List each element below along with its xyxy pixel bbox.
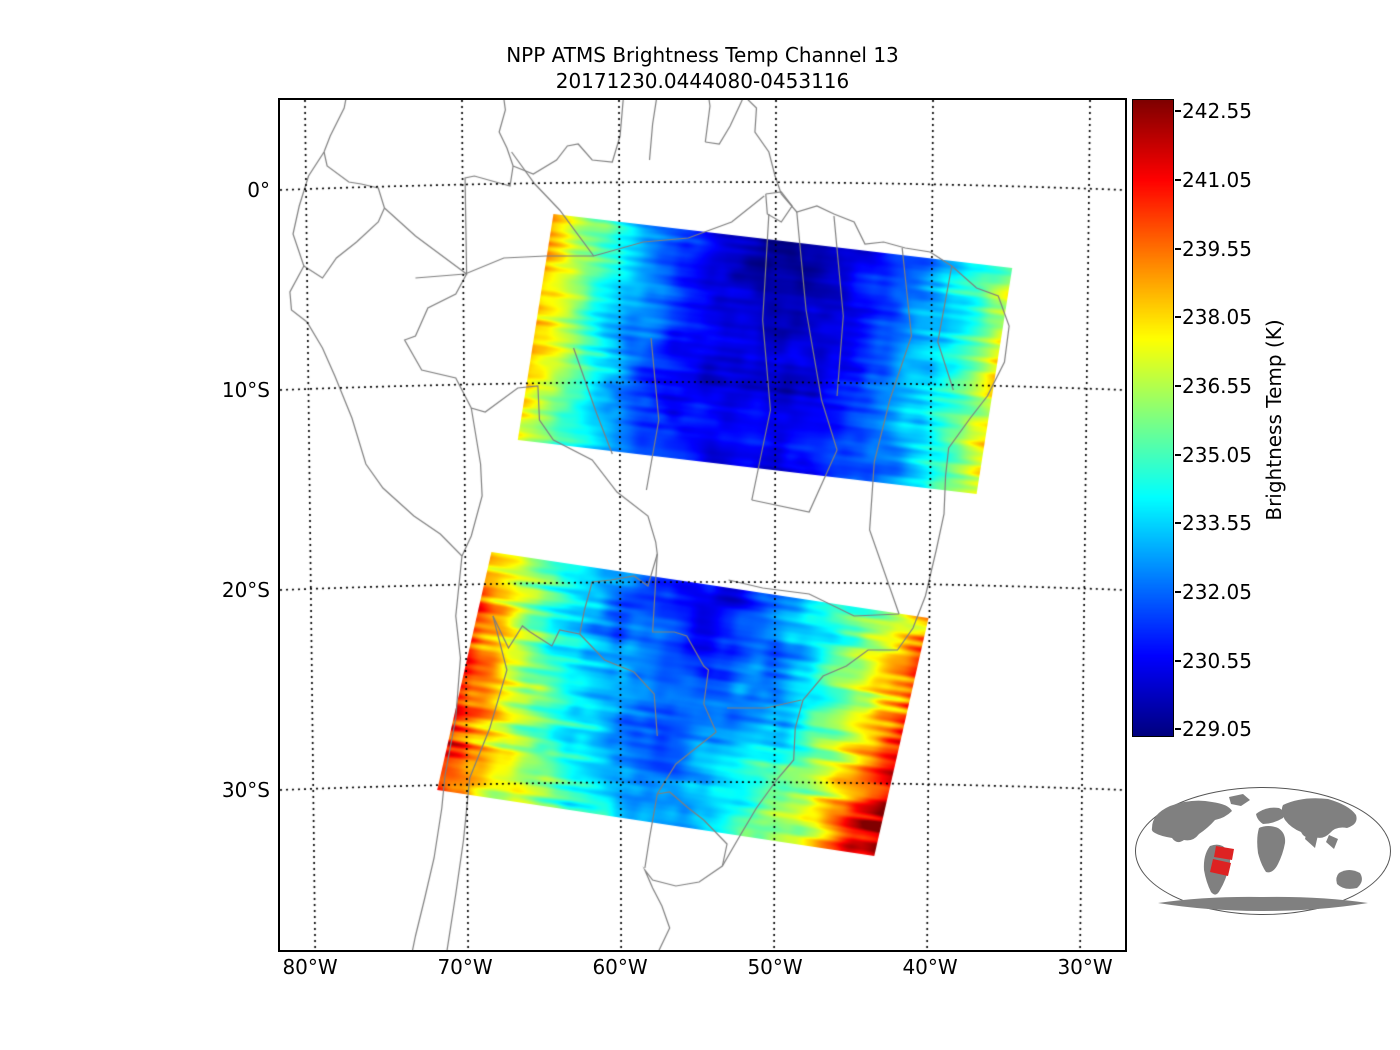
x-tick-label: 70°W [437, 955, 493, 979]
colorbar-gradient [1132, 99, 1174, 737]
colorbar-tick-mark [1175, 522, 1181, 525]
colorbar-tick-label: 230.55 [1182, 648, 1252, 673]
y-tick-label: 30°S [221, 778, 270, 802]
continent-africa [1257, 826, 1286, 873]
colorbar-tick-label: 233.55 [1182, 511, 1252, 536]
colorbar-tick-label: 236.55 [1182, 373, 1252, 398]
globe-land [1151, 794, 1368, 911]
colorbar-tick-label: 242.55 [1182, 99, 1252, 124]
india [1305, 831, 1318, 848]
colorbar-tick-mark [1175, 384, 1181, 387]
southeast-asia [1326, 835, 1338, 849]
colorbar-tick-mark [1175, 247, 1181, 250]
colorbar-tick-label: 241.05 [1182, 168, 1252, 193]
colorbar-tick-label: 229.05 [1182, 717, 1252, 742]
greenland [1229, 794, 1250, 806]
colorbar-tick-label: 239.55 [1182, 236, 1252, 261]
x-tick-label: 40°W [902, 955, 958, 979]
x-tick-label: 80°W [282, 955, 338, 979]
globe-inset [1135, 787, 1391, 915]
colorbar-axis-label: Brightness Temp (K) [1262, 319, 1286, 521]
map-plot-canvas [280, 100, 1125, 950]
continent-north-america [1151, 800, 1232, 843]
swath-footprint-highlight [1210, 846, 1234, 876]
colorbar-tick-mark [1175, 728, 1181, 731]
continent-europe [1256, 807, 1285, 824]
x-tick-label: 60°W [592, 955, 648, 979]
plot-title: NPP ATMS Brightness Temp Channel 13 [506, 43, 899, 67]
continent-asia [1281, 798, 1357, 838]
swath-footprint-south [1210, 859, 1231, 876]
colorbar-tick-mark [1175, 453, 1181, 456]
colorbar-tick-mark [1175, 179, 1181, 182]
colorbar-tick-label: 235.05 [1182, 442, 1252, 467]
colorbar-tick-mark [1175, 110, 1181, 113]
continent-australia [1336, 870, 1362, 889]
colorbar-tick-label: 232.05 [1182, 579, 1252, 604]
colorbar-tick-mark [1175, 316, 1181, 319]
colorbar-tick-mark [1175, 590, 1181, 593]
y-tick-label: 20°S [221, 578, 270, 602]
continent-antarctica [1158, 896, 1368, 911]
plot-subtitle: 20171230.0444080-0453116 [555, 69, 850, 93]
x-tick-label: 30°W [1057, 955, 1113, 979]
colorbar-tick-mark [1175, 659, 1181, 662]
title-block: NPP ATMS Brightness Temp Channel 13 2017… [280, 42, 1125, 94]
swath-footprint-north [1214, 846, 1234, 860]
y-tick-label: 0° [247, 178, 270, 202]
colorbar-tick-label: 238.05 [1182, 305, 1252, 330]
x-tick-label: 50°W [747, 955, 803, 979]
y-tick-label: 10°S [221, 378, 270, 402]
